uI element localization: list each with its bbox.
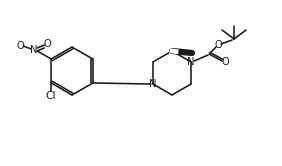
- Text: Cl: Cl: [45, 91, 56, 101]
- Text: N: N: [30, 45, 38, 55]
- Text: O: O: [43, 39, 51, 49]
- Text: N: N: [149, 79, 157, 89]
- Text: O: O: [221, 57, 229, 67]
- Text: O: O: [214, 40, 222, 50]
- Text: O: O: [16, 41, 24, 51]
- Text: N: N: [187, 57, 195, 67]
- Polygon shape: [173, 50, 193, 55]
